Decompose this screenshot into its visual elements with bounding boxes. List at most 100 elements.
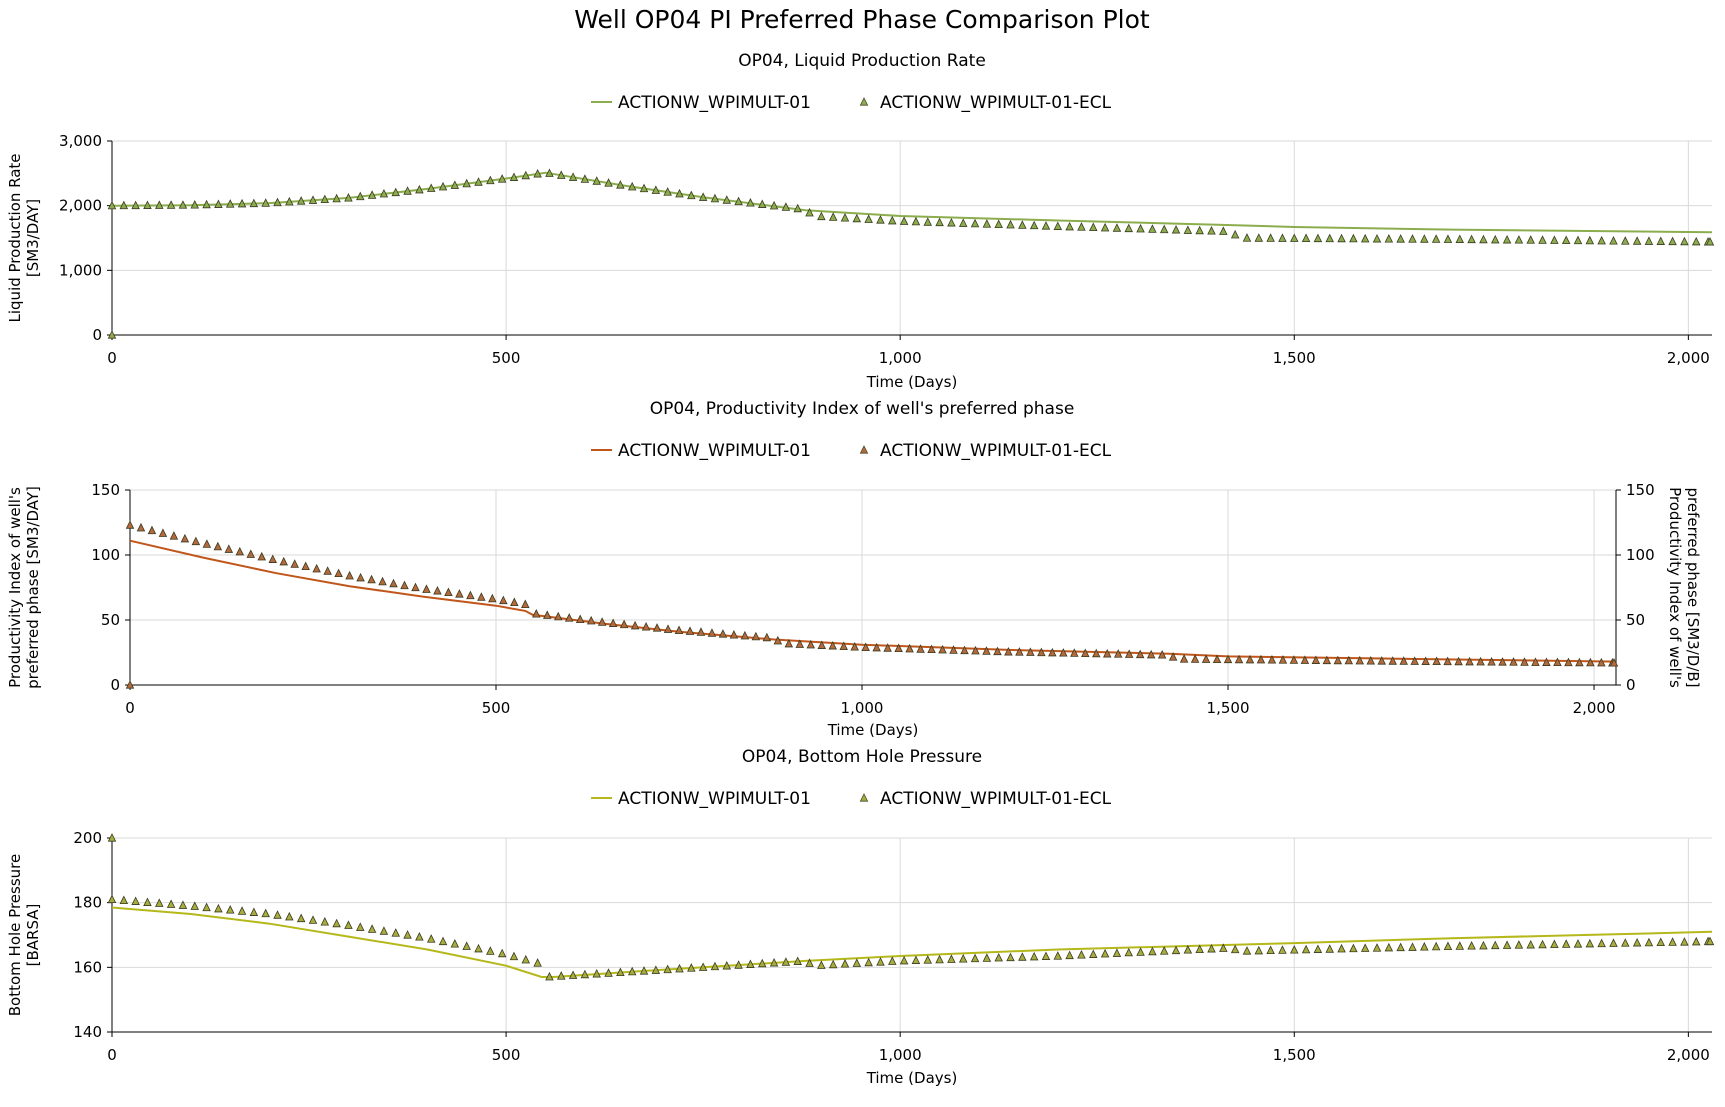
chart3-series-marker	[1455, 941, 1465, 950]
chart2-y2-axis-title: Productivity Index of well's	[1666, 487, 1684, 688]
chart1-series-marker	[627, 181, 637, 191]
chart1-series-marker	[533, 168, 542, 178]
chart1-series-marker	[1360, 233, 1370, 243]
chart3-series-marker	[1301, 944, 1311, 954]
chart2-series-line	[129, 539, 1617, 663]
chart2-series-marker	[411, 582, 420, 592]
chart2-series-marker	[729, 630, 739, 639]
chart1-series-marker	[698, 192, 708, 201]
chart1-series-marker	[1053, 221, 1063, 230]
chart3-series-marker	[1479, 940, 1488, 950]
chart2-series-marker	[356, 572, 365, 582]
chart2-series-marker	[630, 620, 640, 630]
chart3-series-marker	[864, 957, 873, 967]
chart1-series-marker	[1705, 236, 1715, 246]
chart2-series-marker	[1344, 655, 1354, 665]
chart3-series-marker	[828, 959, 838, 969]
chart2-x-tick-label: 0	[125, 699, 135, 717]
chart3-series-marker	[781, 957, 791, 966]
chart2-series-marker	[1498, 657, 1507, 666]
chart1-series-marker	[793, 203, 802, 213]
chart1-series-marker	[663, 187, 672, 196]
chart2-series-marker	[1256, 654, 1266, 664]
chart1-series-marker	[604, 178, 613, 187]
chart1-series-marker	[202, 199, 211, 209]
chart2-series-marker	[707, 628, 717, 637]
chart2-series-marker	[1037, 647, 1046, 657]
chart2-series-marker	[1432, 656, 1441, 666]
chart2-series-marker	[960, 645, 969, 655]
chart3-series-marker	[746, 959, 755, 968]
chart1-series-marker	[1585, 235, 1595, 245]
chart2-series-marker	[125, 520, 135, 529]
chart1-series-marker	[840, 213, 850, 222]
chart1-series-marker	[1502, 234, 1512, 244]
chart3-series-marker	[769, 957, 779, 967]
chart3-series-marker	[1420, 942, 1429, 951]
chart1-series-marker	[155, 200, 164, 209]
chart1-series-marker	[1100, 222, 1110, 232]
chart3-series-marker	[935, 954, 944, 964]
chart3-series-marker	[1254, 945, 1264, 955]
chart2-series-marker	[1289, 655, 1299, 664]
chart3-series-marker	[840, 959, 850, 968]
chart3-series-marker	[1006, 952, 1015, 962]
chart3-series-marker	[698, 962, 708, 971]
chart2-x-tick-label: 1,500	[1207, 699, 1250, 717]
chart2-series-marker	[1377, 656, 1387, 665]
chart2-series-marker	[301, 561, 310, 571]
chart3-series-marker	[296, 913, 306, 923]
chart1-legend-label-marker: ACTIONW_WPIMULT-01-ECL	[880, 93, 1112, 113]
chart2-y-tick-label: 50	[101, 611, 120, 629]
chart2-series-marker	[1531, 657, 1540, 666]
chart3-series-marker	[438, 936, 448, 946]
chart1-series-marker	[1171, 224, 1181, 234]
chart3-series-marker	[1195, 944, 1204, 954]
chart1-series-marker	[1018, 220, 1027, 229]
chart1-series-marker	[1207, 226, 1216, 235]
chart1-y-tick-label: 2,000	[59, 197, 102, 215]
chart1-series-marker	[1112, 223, 1122, 232]
chart2-series-marker	[1026, 647, 1035, 656]
chart3-y-tick-label: 180	[73, 894, 102, 912]
chart1-series-marker	[1443, 234, 1453, 243]
chart2-series-marker	[268, 554, 277, 563]
chart3-series-marker	[876, 957, 885, 966]
chart3-series-marker	[332, 918, 341, 928]
chart2-series-marker	[1059, 648, 1068, 657]
chart1-series-marker	[675, 188, 684, 198]
chart3-series-marker	[1514, 940, 1524, 949]
chart2-series-marker	[532, 609, 541, 618]
chart2-legend-label-line: ACTIONW_WPIMULT-01	[618, 441, 811, 461]
chart1-series-marker	[769, 200, 779, 210]
chart3-series-marker	[1561, 939, 1571, 948]
chart3-series-marker	[533, 958, 542, 967]
chart2-series-marker	[1245, 654, 1255, 664]
chart2-series-marker	[795, 639, 805, 648]
chart2-series-marker	[1048, 647, 1057, 657]
chart3-series-marker	[580, 969, 590, 979]
chart1-x-tick-label: 2,000	[1667, 349, 1710, 367]
chart1-series-marker	[828, 212, 838, 221]
chart3-series-marker	[379, 926, 389, 935]
chart1-series-marker	[486, 175, 495, 185]
chart1-series-marker	[308, 195, 318, 204]
chart3-series-marker	[1443, 941, 1453, 951]
chart2-series-marker	[905, 643, 914, 653]
chart1-y-axis-title: Liquid Production Rate	[6, 154, 24, 323]
chart3-series-marker	[1278, 945, 1287, 954]
chart2-legend-label-marker: ACTIONW_WPIMULT-01-ECL	[880, 441, 1112, 461]
chart1-series-marker	[781, 202, 791, 211]
chart2-series-marker	[1542, 657, 1551, 666]
chart1-y-tick-label: 1,000	[59, 261, 102, 279]
chart1-series-marker	[911, 216, 921, 226]
chart2-series-marker	[1575, 657, 1584, 667]
chart3-x-axis-title: Time (Days)	[866, 1069, 958, 1087]
chart2-y-tick-label: 100	[91, 546, 120, 564]
chart1-series-marker	[805, 207, 814, 217]
chart2-series-marker	[1564, 657, 1573, 667]
chart1-series-marker	[1349, 233, 1358, 243]
chart3-series-marker	[1183, 945, 1193, 954]
chart3-series-marker	[627, 966, 637, 976]
chart1-series-marker	[509, 172, 519, 181]
